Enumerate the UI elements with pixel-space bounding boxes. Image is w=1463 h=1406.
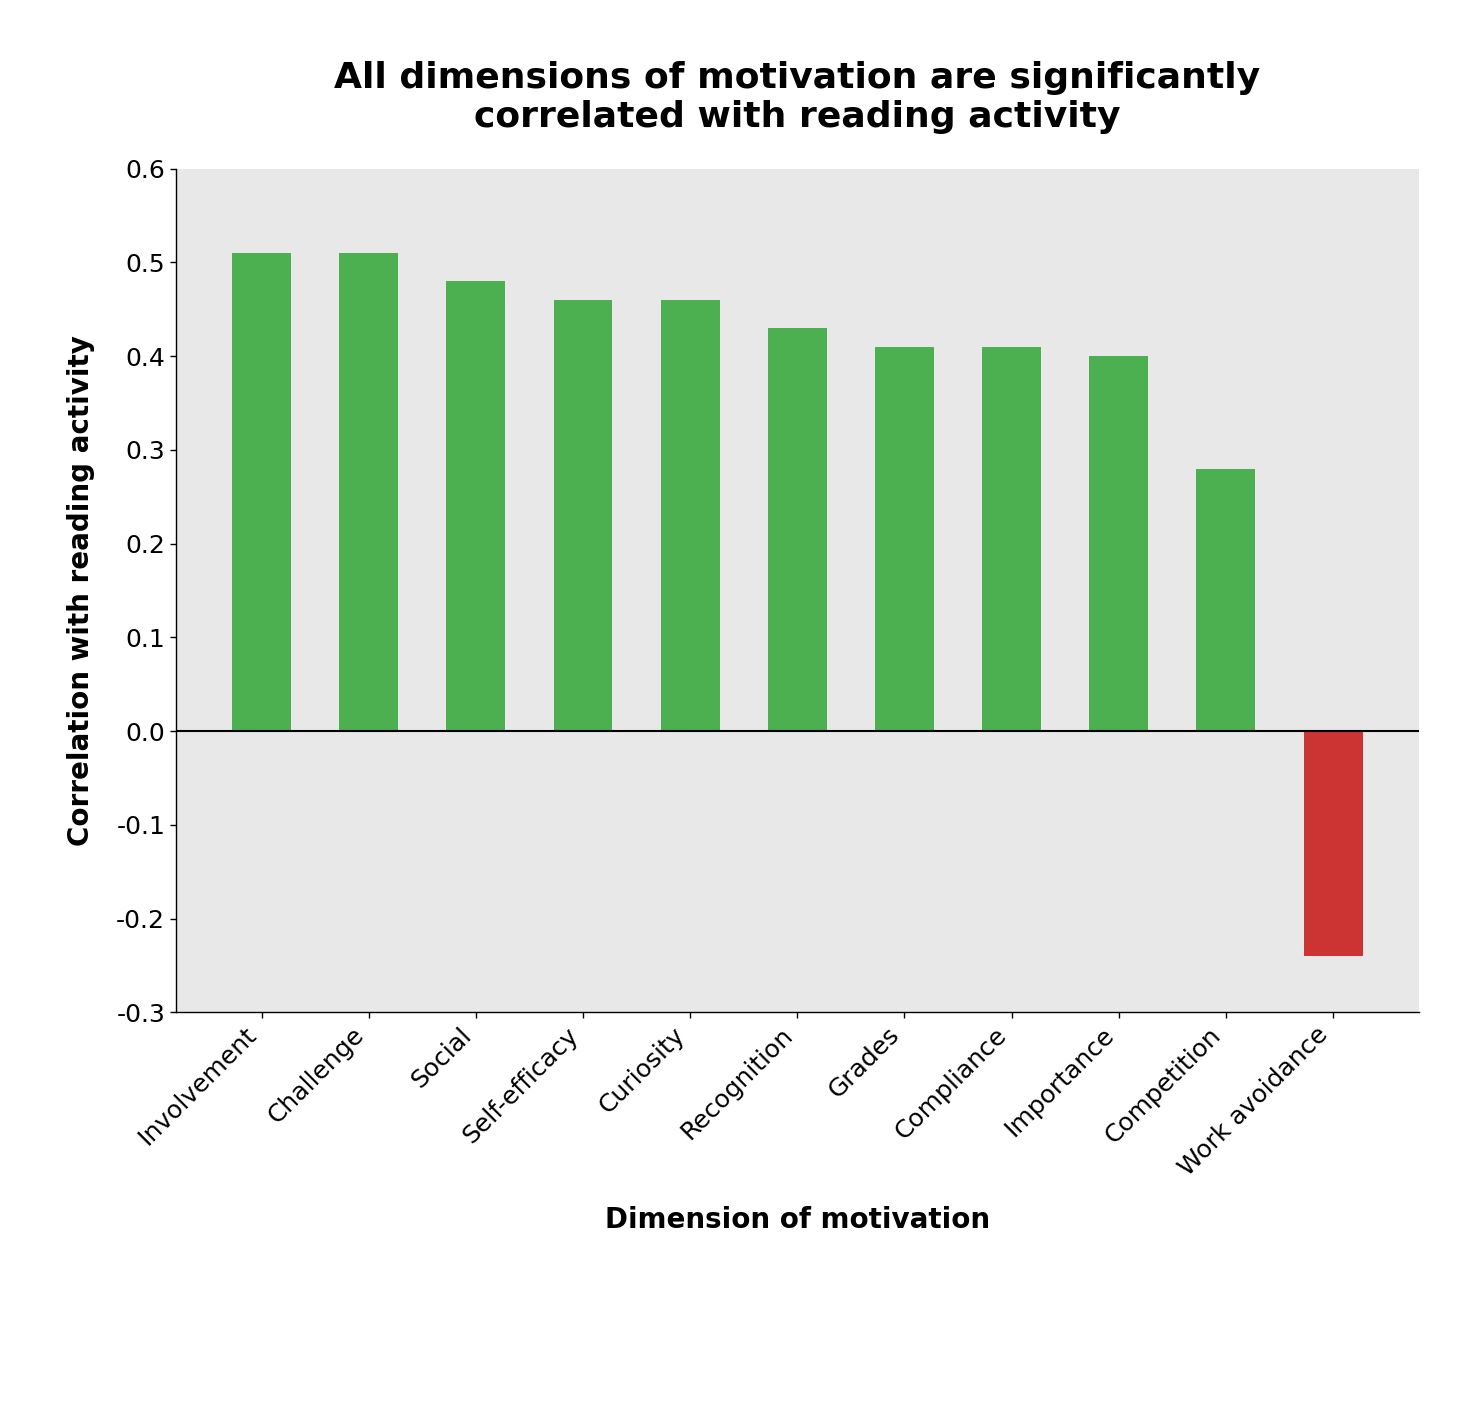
X-axis label: Dimension of motivation: Dimension of motivation bbox=[604, 1206, 990, 1234]
Y-axis label: Correlation with reading activity: Correlation with reading activity bbox=[67, 335, 95, 846]
Bar bbox=[233, 253, 291, 731]
Bar bbox=[768, 328, 827, 731]
Bar bbox=[553, 299, 613, 731]
Bar bbox=[339, 253, 398, 731]
Bar bbox=[446, 281, 505, 731]
Bar bbox=[661, 299, 720, 731]
Bar bbox=[1197, 468, 1255, 731]
Title: All dimensions of motivation are significantly
correlated with reading activity: All dimensions of motivation are signifi… bbox=[334, 60, 1261, 134]
Bar bbox=[875, 347, 933, 731]
Bar bbox=[982, 347, 1042, 731]
Bar bbox=[1304, 731, 1362, 956]
Bar bbox=[1090, 356, 1148, 731]
